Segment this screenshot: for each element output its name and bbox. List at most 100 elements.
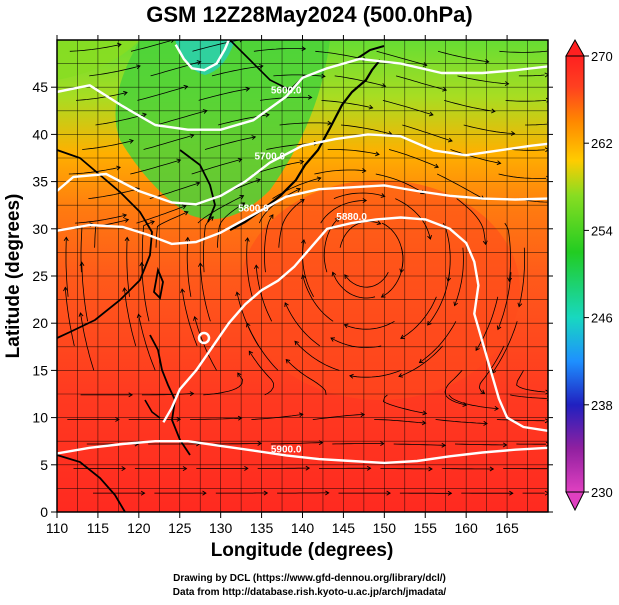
- colorbar-label: 262: [591, 136, 613, 151]
- streamline: [315, 50, 367, 61]
- streamline-arrow: [150, 220, 155, 225]
- contour-label: 5700.0: [254, 152, 285, 163]
- streamline-arrow: [376, 220, 382, 226]
- streamline-arrow: [316, 176, 322, 182]
- streamline-arrow: [305, 465, 311, 471]
- streamline-arrow: [298, 412, 304, 418]
- colorbar-label: 238: [591, 398, 613, 413]
- streamline: [263, 214, 274, 273]
- streamline: [374, 419, 426, 424]
- colorbar-bottom-arrow: [565, 491, 585, 512]
- streamline-arrow: [399, 268, 405, 274]
- streamline: [454, 247, 464, 306]
- streamline: [491, 321, 518, 374]
- streamline-arrow: [343, 323, 349, 329]
- streamline: [398, 345, 443, 377]
- streamline: [255, 265, 273, 322]
- streamline-arrow: [285, 358, 291, 364]
- x-axis: 110 115 120 125 130 135 140 145 150 155 160 165: [46, 35, 519, 536]
- contour-line: [57, 440, 548, 465]
- low-center-marker: [197, 331, 211, 345]
- streamline: [141, 221, 155, 273]
- streamline-arrow: [240, 202, 246, 207]
- streamline-arrow: [544, 490, 548, 496]
- y-tick-label: 5: [40, 457, 48, 473]
- streamline-arrow: [447, 490, 453, 496]
- streamline: [284, 302, 321, 347]
- streamline: [375, 173, 425, 194]
- y-axis-label: Latitude (degrees): [3, 194, 24, 359]
- y-tick-label: 15: [32, 362, 48, 378]
- colorbar-label: 246: [591, 311, 613, 326]
- streamline-arrow: [195, 181, 201, 187]
- contour-label: 5880.0: [336, 212, 367, 223]
- streamline: [505, 99, 547, 102]
- x-tick-label: 155: [414, 520, 438, 536]
- streamline-arrow: [202, 109, 208, 114]
- chart-title: GSM 12Z28May2024 (500.0hPa): [146, 2, 473, 27]
- streamline: [156, 110, 208, 126]
- streamline: [525, 123, 548, 126]
- streamline: [333, 192, 385, 199]
- streamline: [75, 214, 127, 224]
- streamline: [246, 237, 253, 297]
- streamline: [95, 113, 147, 126]
- streamline-arrow: [198, 262, 203, 267]
- streamline-arrow: [494, 405, 499, 411]
- streamline: [203, 216, 214, 273]
- streamline: [511, 149, 545, 151]
- streamline: [510, 394, 547, 399]
- streamline-arrow: [63, 286, 68, 292]
- streamline-arrow: [185, 236, 191, 242]
- streamline: [194, 316, 217, 371]
- streamline-arrow: [176, 158, 182, 164]
- streamline-arrow: [545, 389, 548, 395]
- streamline: [251, 413, 303, 420]
- streamline-arrow: [259, 63, 264, 69]
- streamline-arrow: [244, 237, 250, 242]
- streamline: [321, 100, 373, 109]
- streamline-arrow: [237, 415, 243, 421]
- streamline-arrow: [182, 466, 188, 471]
- streamline-arrow: [193, 315, 198, 321]
- streamline-arrow: [496, 160, 502, 166]
- streamline-arrow: [248, 350, 254, 356]
- streamline-arrow: [386, 490, 391, 496]
- streamline-arrow: [136, 313, 142, 319]
- streamline: [75, 92, 128, 101]
- streamline-arrow: [171, 40, 175, 43]
- streamline: [376, 50, 427, 66]
- streamline-arrow: [244, 466, 249, 471]
- streamline-arrow: [116, 165, 121, 171]
- streamline-arrow: [176, 416, 182, 422]
- streamline-arrow: [400, 334, 405, 339]
- x-tick-label: 145: [332, 520, 356, 536]
- streamline-arrow: [136, 64, 141, 70]
- streamline-arrow: [284, 302, 289, 307]
- streamline: [393, 443, 446, 446]
- streamline: [181, 289, 198, 347]
- streamline-arrow: [235, 291, 241, 297]
- streamline: [334, 75, 386, 87]
- streamline-arrow: [124, 236, 130, 242]
- streamline: [463, 124, 515, 135]
- streamline-arrow: [544, 72, 548, 78]
- streamline-arrow: [517, 302, 523, 308]
- contour-line: [162, 216, 548, 432]
- colorbar-label: 270: [591, 49, 613, 64]
- streamline-arrow: [330, 337, 336, 342]
- streamline-arrow: [442, 86, 448, 92]
- streamline: [270, 442, 323, 445]
- streamline: [209, 443, 262, 445]
- streamline: [138, 314, 156, 371]
- streamline: [381, 222, 404, 273]
- credit-data: Data from http://database.rish.kyoto-u.a…: [172, 587, 447, 598]
- streamline: [89, 65, 141, 77]
- streamline-arrow: [123, 90, 128, 96]
- streamline: [130, 159, 181, 175]
- streamline: [314, 169, 366, 175]
- colorbar: 230 238 246 254 262 270: [565, 38, 613, 512]
- streamline: [81, 262, 88, 322]
- streamline-arrow: [183, 210, 189, 216]
- x-tick-label: 130: [209, 520, 233, 536]
